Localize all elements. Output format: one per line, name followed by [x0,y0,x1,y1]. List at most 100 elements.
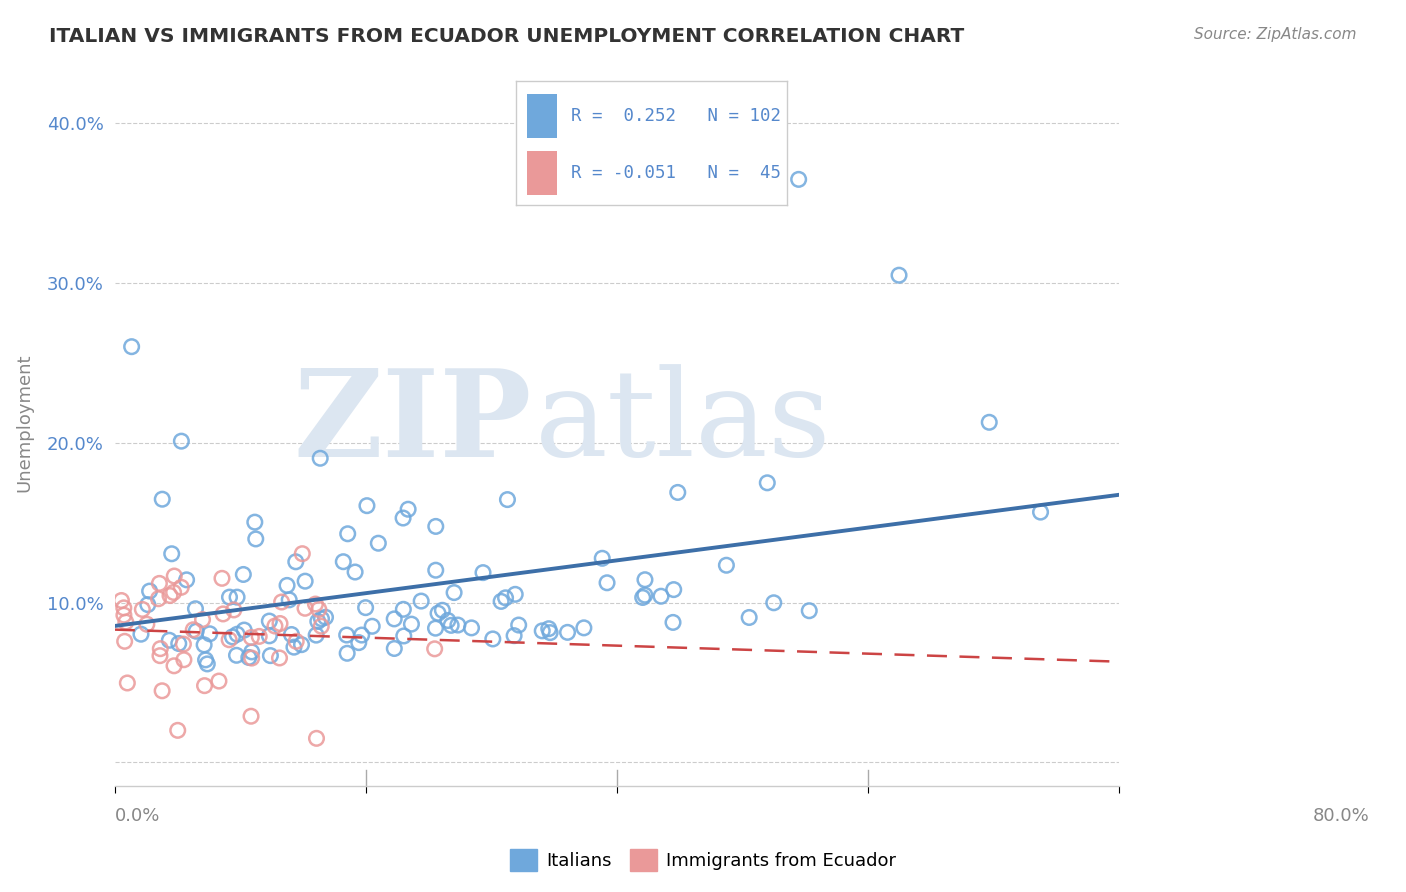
Point [166,723,188,738]
Point [283,640,305,655]
Point [186,624,208,639]
Point [425,621,447,635]
Point [311,612,333,626]
Point [634,588,657,602]
Point [276,578,298,592]
Point [198,627,221,641]
Point [361,619,384,633]
Point [443,585,465,599]
Point [307,615,329,629]
Point [129,627,152,641]
Point [270,595,292,609]
Point [163,569,186,583]
Point [159,589,181,603]
Point [356,499,378,513]
Point [762,596,785,610]
Text: ITALIAN VS IMMIGRANTS FROM ECUADOR UNEMPLOYMENT CORRELATION CHART: ITALIAN VS IMMIGRANTS FROM ECUADOR UNEMP… [49,27,965,45]
Point [447,618,470,632]
Point [634,573,657,587]
Point [160,547,183,561]
Text: ZIP: ZIP [294,364,531,482]
Point [176,573,198,587]
Point [496,492,519,507]
Point [173,653,195,667]
Point [472,566,495,580]
Point [460,621,482,635]
Point [114,634,136,648]
Text: Source: ZipAtlas.com: Source: ZipAtlas.com [1194,27,1357,42]
Point [222,603,245,617]
Point [979,415,1001,429]
Point [193,638,215,652]
Point [437,614,460,628]
Point [240,651,263,665]
Point [557,625,579,640]
Point [631,591,654,605]
Point [350,628,373,642]
Point [401,617,423,632]
Point [225,648,247,663]
Point [591,551,613,566]
Point [278,592,301,607]
Point [315,610,337,624]
Point [259,648,281,663]
Point [208,674,231,689]
Point [382,641,405,656]
Point [432,603,454,617]
Point [138,584,160,599]
Point [503,629,526,643]
Point [294,574,316,589]
Point [508,618,530,632]
Point [305,731,328,746]
Point [162,585,184,599]
Point [423,641,446,656]
Point [110,593,132,607]
Point [538,625,561,640]
Point [425,563,447,577]
Point [489,594,512,608]
Point [347,635,370,649]
Point [245,532,267,546]
Point [218,590,240,604]
Point [233,623,256,637]
Point [336,526,359,541]
Point [291,547,314,561]
Point [135,617,157,632]
Y-axis label: Unemployment: Unemployment [15,353,32,492]
Point [149,648,172,663]
Point [112,600,135,615]
Point [167,636,190,650]
Point [117,676,139,690]
Point [336,646,359,660]
Point [226,590,249,604]
Point [396,502,419,516]
Point [148,576,170,591]
Point [184,601,207,615]
Point [411,594,433,608]
Point [191,613,214,627]
Point [440,618,463,632]
Point [787,172,810,186]
Point [427,607,450,621]
Point [163,658,186,673]
Point [181,623,204,637]
Point [247,629,270,643]
Point [149,641,172,656]
Point [596,575,619,590]
Text: 0.0%: 0.0% [115,806,160,824]
Text: 80.0%: 80.0% [1313,806,1369,824]
Point [240,709,263,723]
Point [240,631,263,645]
Point [344,565,367,579]
Point [211,571,233,585]
Point [264,619,287,633]
Point [332,555,354,569]
Text: atlas: atlas [534,365,831,482]
Point [114,615,136,629]
Point [308,602,330,616]
Point [121,340,143,354]
Point [150,683,173,698]
Point [662,615,685,630]
Point [304,597,326,611]
Point [495,591,517,605]
